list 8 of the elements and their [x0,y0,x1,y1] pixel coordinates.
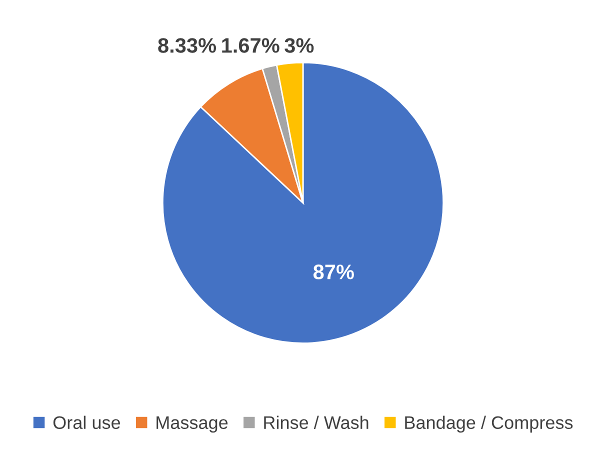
data-label: 3% [284,38,314,53]
data-label: 1.67% [222,38,280,53]
legend-label: Rinse / Wash [264,416,368,430]
legend-label: Massage [156,416,228,433]
data-label: 8.33% [158,38,216,53]
legend-label: Bandage / Compress [405,416,573,433]
data-label: 87% [313,264,354,280]
legend-label: Oral use [53,416,120,430]
